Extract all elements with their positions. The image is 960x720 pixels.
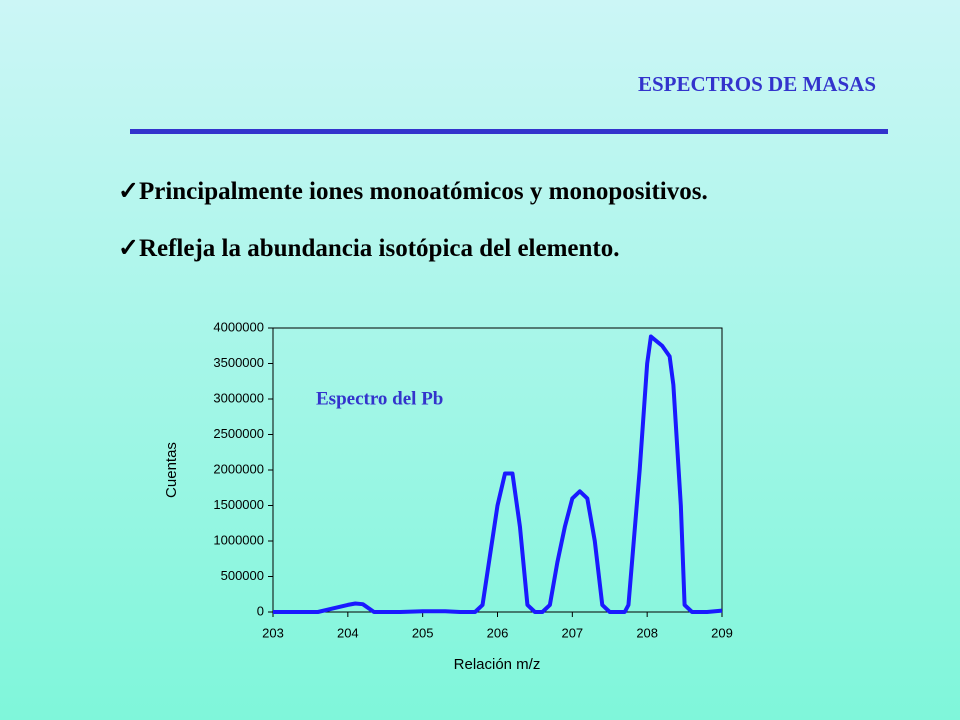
y-tick-label: 1000000 xyxy=(213,532,264,547)
title-rule xyxy=(130,129,888,134)
x-axis-title: Relación m/z xyxy=(454,656,541,673)
x-tick-label: 205 xyxy=(412,625,434,640)
y-tick-label: 3000000 xyxy=(213,390,264,405)
bullet-text: Principalmente iones monoatómicos y mono… xyxy=(138,178,708,205)
x-tick-label: 207 xyxy=(561,625,583,640)
x-tick-label: 209 xyxy=(711,625,733,640)
plot-area xyxy=(272,327,723,613)
bullet: ✓Principalmente iones monoatómicos y mon… xyxy=(118,178,708,205)
y-tick-label: 1500000 xyxy=(213,497,264,512)
y-tick-label: 500000 xyxy=(221,568,264,583)
x-tick-label: 203 xyxy=(262,625,284,640)
x-tick-label: 204 xyxy=(337,625,359,640)
y-tick-label: 2000000 xyxy=(213,461,264,476)
bullet-text: Refleja la abundancia isotópica del elem… xyxy=(138,235,620,262)
y-tick-label: 2500000 xyxy=(213,426,264,441)
y-tick-label: 0 xyxy=(257,603,264,618)
y-axis-title: Cuentas xyxy=(163,442,180,498)
x-tick-label: 208 xyxy=(636,625,658,640)
annotation: Espectro del Pb xyxy=(316,388,443,409)
y-tick-label: 4000000 xyxy=(213,319,264,334)
x-tick-label: 206 xyxy=(487,625,509,640)
data-line xyxy=(273,334,723,614)
y-tick-label: 3500000 xyxy=(213,355,264,370)
slide-title: ESPECTROS DE MASAS xyxy=(637,72,876,96)
bullet: ✓Refleja la abundancia isotópica del ele… xyxy=(118,235,620,262)
